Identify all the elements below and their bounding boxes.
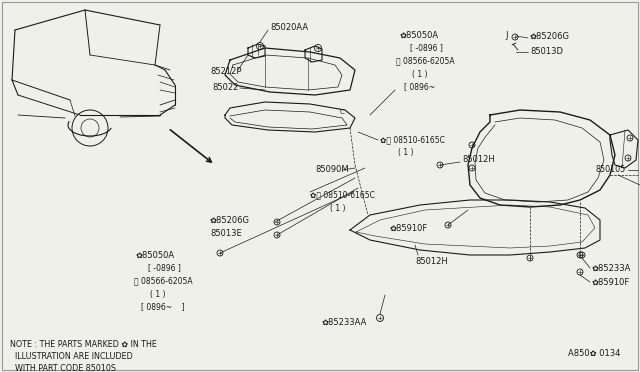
Text: 850105: 850105 <box>595 166 625 174</box>
Text: [ 0896~    ]: [ 0896~ ] <box>141 302 184 311</box>
Text: ILLUSTRATION ARE INCLUDED: ILLUSTRATION ARE INCLUDED <box>10 352 132 361</box>
Text: ( 1 ): ( 1 ) <box>330 203 346 212</box>
Text: ✿85233AA: ✿85233AA <box>322 317 367 327</box>
Text: ( 1 ): ( 1 ) <box>150 289 166 298</box>
Text: ✿85050A: ✿85050A <box>400 31 439 39</box>
Text: ( 1 ): ( 1 ) <box>398 148 413 157</box>
Text: A850✿ 0134: A850✿ 0134 <box>568 349 620 358</box>
Text: [ -0896 ]: [ -0896 ] <box>148 263 181 273</box>
Text: C: C <box>340 109 345 115</box>
Text: 85013D: 85013D <box>530 48 563 57</box>
Text: ✿⒢ 08510-6165C: ✿⒢ 08510-6165C <box>380 135 445 144</box>
Text: ✿⒢ 08510-6165C: ✿⒢ 08510-6165C <box>310 190 375 199</box>
Text: [ -0896 ]: [ -0896 ] <box>410 44 443 52</box>
Text: WITH PART CODE 85010S: WITH PART CODE 85010S <box>10 364 116 372</box>
Text: ✿85050A: ✿85050A <box>135 250 174 260</box>
Text: J: J <box>505 31 508 39</box>
Text: [ 0896~: [ 0896~ <box>404 83 435 92</box>
Text: 85022: 85022 <box>212 83 238 93</box>
Text: ( 1 ): ( 1 ) <box>412 70 428 78</box>
Text: NOTE : THE PARTS MARKED ✿ IN THE: NOTE : THE PARTS MARKED ✿ IN THE <box>10 340 157 349</box>
Text: 85212P: 85212P <box>210 67 241 77</box>
Text: 85012H: 85012H <box>415 257 448 266</box>
Text: Ⓑ 08566-6205A: Ⓑ 08566-6205A <box>134 276 193 285</box>
Text: ✿85910F: ✿85910F <box>390 224 428 232</box>
Text: 85090M: 85090M <box>315 166 349 174</box>
Text: ✿85910F: ✿85910F <box>592 278 630 286</box>
Text: ✿85233A: ✿85233A <box>592 263 632 273</box>
Text: Ⓑ 08566-6205A: Ⓑ 08566-6205A <box>396 57 454 65</box>
Text: 85013E: 85013E <box>210 228 242 237</box>
Text: 85012H: 85012H <box>462 155 495 164</box>
Text: 85020AA: 85020AA <box>270 23 308 32</box>
Text: ✿85206G: ✿85206G <box>530 32 570 41</box>
Text: ✿85206G: ✿85206G <box>210 215 250 224</box>
